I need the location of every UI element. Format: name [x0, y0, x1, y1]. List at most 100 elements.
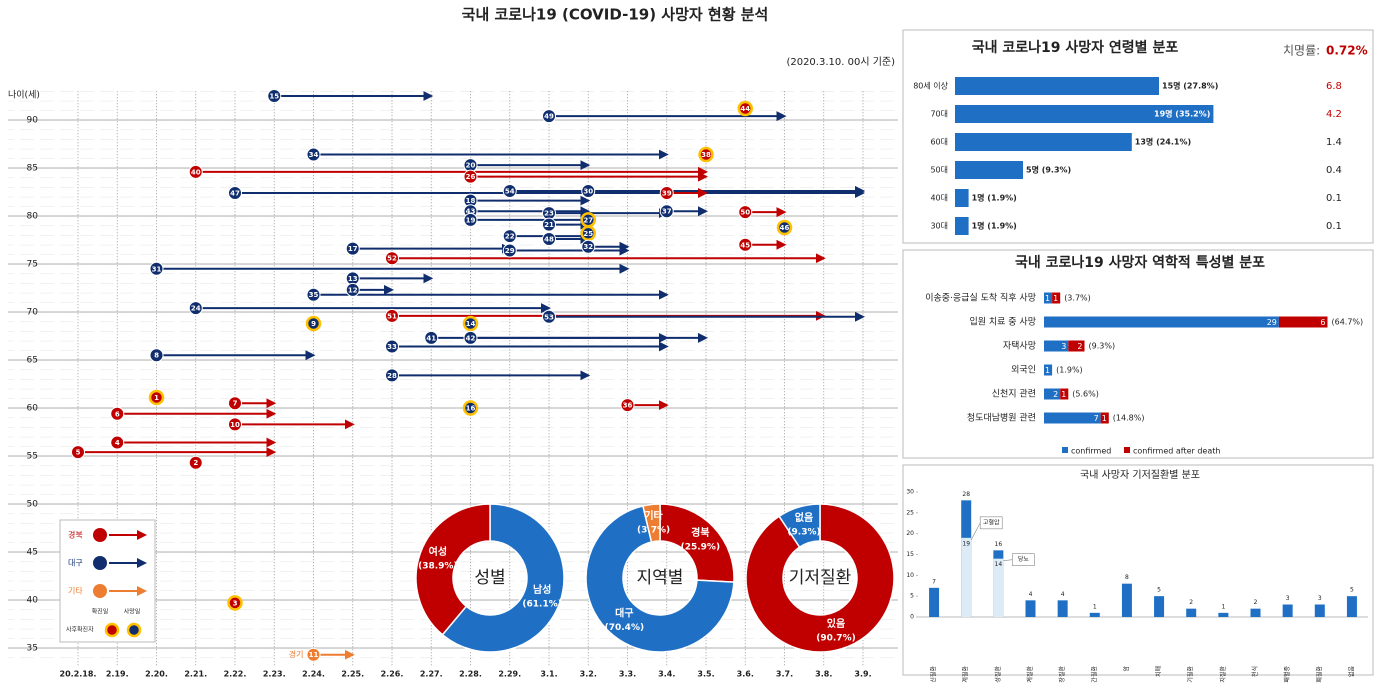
- bar: [1025, 600, 1036, 617]
- patient-id: 9: [311, 320, 316, 328]
- patient-id: 4: [115, 439, 120, 447]
- patient-id: 12: [348, 286, 358, 294]
- donut-slice: [415, 503, 491, 636]
- patient-marker: [502, 243, 517, 258]
- rate-label: 0.1: [1326, 221, 1342, 232]
- bar: [955, 133, 1132, 151]
- patient-id: 44: [740, 105, 750, 113]
- y-tick-label: 15: [906, 551, 914, 558]
- x-tick-label: 천식: [1251, 666, 1259, 677]
- bar-segment: [1068, 340, 1085, 352]
- legend-label: 대구: [68, 559, 83, 568]
- category-label: 신천지 관련: [992, 389, 1036, 400]
- patient-id: 25: [583, 230, 593, 238]
- value-label: 4: [1061, 591, 1065, 598]
- total-label: (14.8%): [1113, 414, 1145, 423]
- bar-segment: [1044, 388, 1061, 400]
- value-label: 2: [1189, 599, 1193, 606]
- x-tick-label: 3.9.: [854, 670, 871, 679]
- value-label: 5: [1157, 587, 1161, 594]
- patient-id: 37: [662, 208, 672, 216]
- category-label: 70대: [930, 110, 948, 119]
- bar-segment: [1044, 340, 1069, 352]
- callout-line: [970, 522, 981, 540]
- patient-id: 32: [583, 243, 593, 251]
- bar-segment: [1044, 364, 1053, 376]
- y-tick-label: 30: [906, 489, 914, 496]
- legend-marker: [126, 622, 142, 638]
- x-tick-label: 3.2.: [580, 670, 597, 679]
- slice-value: (25.9%): [681, 542, 720, 552]
- highlight-bar: [961, 537, 972, 617]
- patient-id: 23: [544, 210, 554, 218]
- value-label: 5: [1350, 587, 1354, 594]
- patient-id: 39: [662, 189, 672, 197]
- slice-value: (61.1%): [522, 599, 561, 609]
- patient-marker: [385, 308, 399, 323]
- patient-id: 3: [233, 599, 238, 607]
- total-label: (9.3%): [1089, 342, 1116, 351]
- patient-marker: [542, 232, 556, 247]
- legend-box: [59, 519, 156, 643]
- patient-id: 38: [701, 151, 711, 159]
- bar: [1154, 596, 1165, 617]
- patient-id: 52: [387, 255, 397, 263]
- patient-marker: [737, 100, 753, 117]
- y-tick-label: 55: [27, 452, 38, 462]
- highlight-bar: [993, 558, 1004, 617]
- patient-id: 30: [583, 188, 593, 196]
- segment-label: 7: [1094, 414, 1099, 423]
- patient-id: 36: [623, 402, 633, 410]
- donut-slice: [642, 503, 661, 543]
- value-label: 13명 (24.1%): [1135, 137, 1191, 147]
- value-label: 15명 (27.8%): [1162, 81, 1218, 91]
- patient-id: 2: [193, 459, 198, 467]
- patient-marker: [659, 185, 674, 200]
- bar: [955, 77, 1159, 95]
- value-label: 28: [962, 491, 970, 498]
- callout-label: 당뇨: [1018, 555, 1030, 563]
- value-label: 1: [1093, 603, 1097, 610]
- patient-id: 34: [309, 151, 319, 159]
- panel-title: 국내 사망자 기저질환별 분포: [1080, 469, 1200, 481]
- donut-slice: [659, 503, 735, 583]
- patient-marker: [463, 169, 478, 184]
- category-label: 60대: [930, 138, 948, 147]
- patient-id: 21: [544, 221, 554, 229]
- patient-marker: [463, 212, 478, 227]
- patient-marker: [149, 348, 164, 363]
- patient-marker: [776, 219, 793, 236]
- x-tick-label: 20.2.18.: [60, 670, 97, 679]
- patient-marker: [267, 89, 282, 103]
- patient-marker: [306, 147, 321, 162]
- slice-label: 대구: [615, 607, 633, 620]
- y-tick-label: 90: [27, 116, 39, 126]
- x-tick-label: 3.3.: [619, 670, 636, 679]
- patient-id: 10: [230, 421, 240, 429]
- patient-marker: [698, 146, 714, 163]
- patient-marker: [110, 435, 125, 450]
- legend-label: 사망일: [124, 608, 141, 616]
- patient-id: 35: [309, 291, 319, 299]
- patient-marker: [188, 301, 203, 316]
- x-tick-label: 치매: [1155, 666, 1163, 677]
- patient-id: 27: [583, 216, 593, 224]
- category-label: 50대: [930, 166, 948, 175]
- patient-marker: [385, 368, 399, 383]
- category-label: 외국인: [1011, 364, 1036, 376]
- rate-label: 1.4: [1326, 137, 1342, 148]
- donut-center: 기저질환: [789, 568, 852, 588]
- legend-marker: [93, 528, 107, 542]
- segment-label: 1: [1061, 390, 1066, 399]
- patient-id: 16: [466, 405, 476, 413]
- x-tick-label: 2.29.: [498, 670, 521, 679]
- legend-label: confirmed: [1071, 447, 1111, 456]
- patient-id: 51: [387, 312, 397, 320]
- patient-marker: [659, 204, 674, 219]
- category-label: 30대: [930, 222, 948, 231]
- x-tick-label: 2.24.: [302, 670, 325, 679]
- patient-marker: [738, 205, 753, 220]
- y-tick-label: 70: [27, 308, 39, 318]
- x-tick-label: 패혈증: [1283, 666, 1291, 683]
- value-label: 2: [1254, 599, 1258, 606]
